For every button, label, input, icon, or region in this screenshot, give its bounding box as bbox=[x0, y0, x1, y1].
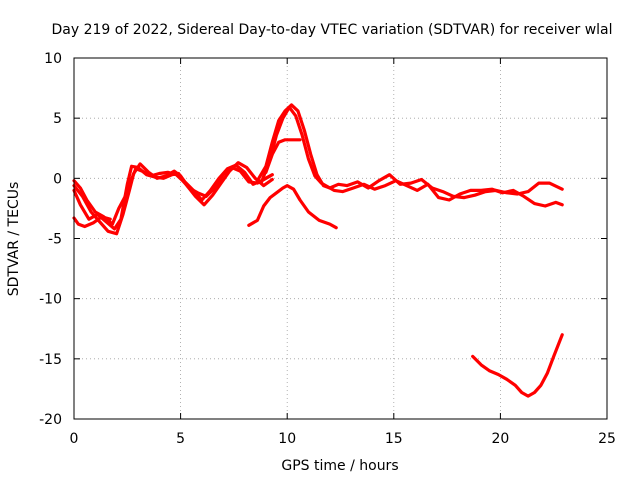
y-tick-label: -20 bbox=[39, 412, 62, 428]
y-tick-label: -15 bbox=[39, 352, 62, 368]
series-line-track-9 bbox=[471, 333, 564, 398]
x-tick-label: 20 bbox=[491, 431, 509, 447]
y-tick-label: 0 bbox=[53, 171, 62, 187]
y-axis-label: SDTVAR / TECUs bbox=[6, 182, 22, 297]
x-tick-label: 25 bbox=[598, 431, 616, 447]
series-line-track-7 bbox=[260, 105, 564, 208]
data-series bbox=[72, 103, 564, 398]
y-tick-label: 10 bbox=[44, 51, 62, 67]
chart-title: Day 219 of 2022, Sidereal Day-to-day VTE… bbox=[51, 22, 612, 38]
x-tick-label: 10 bbox=[278, 431, 296, 447]
y-tick-label: -10 bbox=[39, 292, 62, 308]
x-tick-label: 15 bbox=[385, 431, 403, 447]
x-tick-label: 5 bbox=[176, 431, 185, 447]
series-line-track-5 bbox=[247, 184, 338, 230]
series-line-track-8 bbox=[264, 138, 302, 174]
series-line-track-4 bbox=[72, 215, 112, 229]
axis-ticks: 0 5 10 15 20 25 -20 -15 -10 -5 0 5 10 bbox=[39, 51, 616, 447]
y-tick-label: -5 bbox=[48, 232, 62, 248]
y-tick-label: 5 bbox=[53, 111, 62, 127]
plot-frame bbox=[73, 57, 608, 420]
x-axis-label: GPS time / hours bbox=[281, 458, 398, 474]
grid bbox=[74, 58, 607, 419]
series-line-track-3 bbox=[72, 163, 272, 231]
series-line-track-6 bbox=[255, 103, 564, 200]
x-tick-label: 0 bbox=[70, 431, 79, 447]
